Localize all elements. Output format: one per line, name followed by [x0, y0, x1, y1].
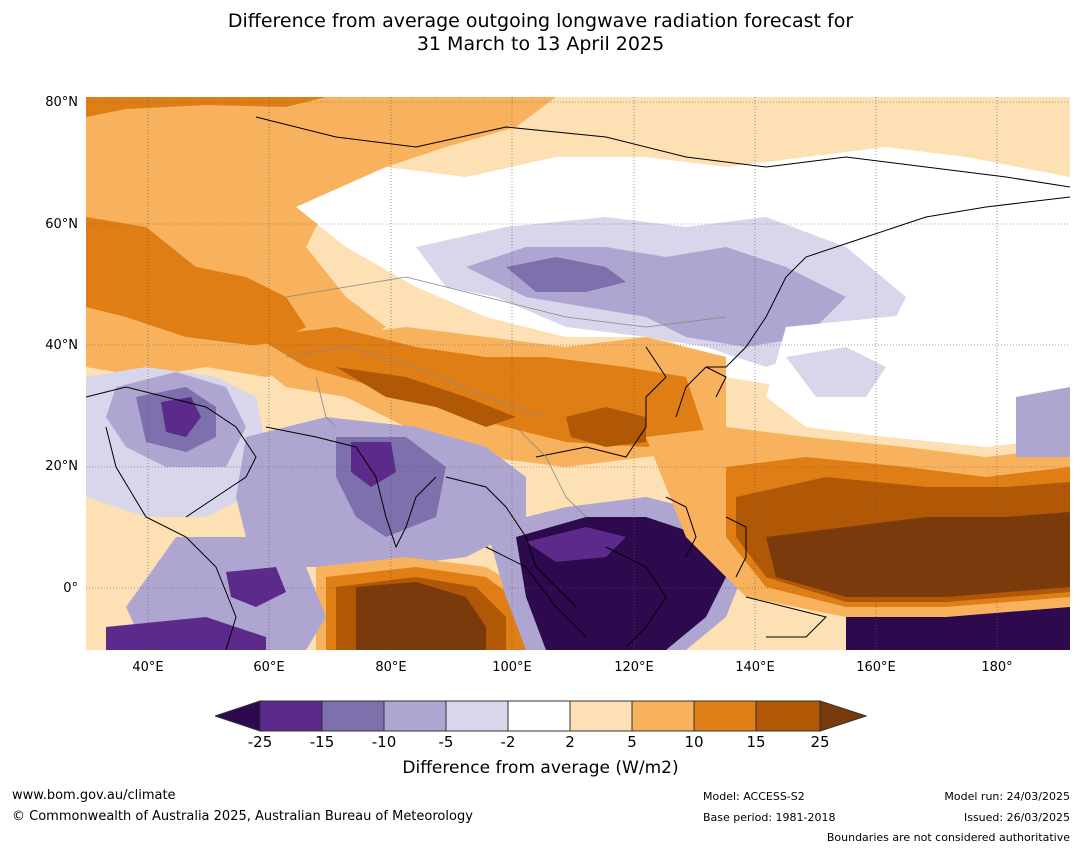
copyright-text: © Commonwealth of Australia 2025, Austra…: [12, 809, 473, 824]
anomaly-maritime-neg-15: [526, 527, 626, 562]
lon-label-80e: 80°E: [375, 660, 407, 675]
anomaly-sw-indian-ocean-neg-25: [106, 617, 266, 650]
olr-anomaly-map: [86, 97, 1070, 650]
colorbar-tick: 15: [746, 733, 766, 751]
base-period-text: Base period: 1981-2018: [703, 811, 836, 824]
colorbar-extend-high: [819, 700, 867, 732]
anomaly-w-indian-ocean-neg-15: [226, 567, 286, 607]
issued-text: Issued: 26/03/2025: [963, 811, 1070, 824]
colorbar-bin-4: [445, 700, 509, 732]
anomaly-south-china-15-25: [566, 407, 646, 447]
colorbar-bin-7: [631, 700, 695, 732]
anomaly-caspian-10-15: [86, 217, 306, 347]
anomaly-n-pacific-neutral: [766, 297, 1070, 447]
lon-label-60e: 60°E: [253, 660, 285, 675]
chart-title: Difference from average outgoing longwav…: [0, 10, 1081, 56]
website-link[interactable]: www.bom.gov.au/climate: [12, 788, 176, 803]
colorbar-bin-5: [507, 700, 571, 732]
lon-label-180: 180°: [981, 660, 1013, 675]
lon-label-160e: 160°E: [856, 660, 896, 675]
anomaly-mongolia-neg-10-15: [506, 257, 626, 292]
anomaly-tibet-15-25: [336, 367, 516, 427]
colorbar-tick: 2: [565, 733, 575, 751]
colorbar-bin-1: [259, 700, 323, 732]
lon-label-140e: 140°E: [735, 660, 775, 675]
colorbar-tick: -2: [500, 733, 516, 751]
lat-label-20n: 20°N: [45, 459, 78, 474]
anomaly-n-pacific-neg-2: [786, 347, 886, 397]
colorbar-tick: 10: [684, 733, 704, 751]
title-line-1: Difference from average outgoing longwav…: [227, 10, 854, 32]
colorbar-label: Difference from average (W/m2): [402, 758, 679, 778]
colorbar-tick: -25: [247, 733, 273, 751]
lon-label-40e: 40°E: [132, 660, 164, 675]
colorbar-tick: 5: [627, 733, 637, 751]
lat-label-0: 0°: [63, 581, 78, 596]
colorbar-extend-low: [215, 700, 261, 732]
anomaly-w-pacific-ge-25: [766, 512, 1070, 597]
colorbar-tick: -15: [309, 733, 335, 751]
colorbar: [215, 700, 867, 732]
graticule: [86, 97, 1070, 650]
anomaly-arabia-neg-15-25: [161, 397, 201, 437]
lat-label-60n: 60°N: [45, 217, 78, 232]
colorbar-bin-8: [693, 700, 757, 732]
colorbar-bin-3: [383, 700, 447, 732]
anomaly-india-neg-15-25: [351, 442, 396, 487]
colorbar-bin-2: [321, 700, 385, 732]
lon-label-120e: 120°E: [614, 660, 654, 675]
title-line-2: 31 March to 13 April 2025: [416, 33, 665, 55]
colorbar-tick: -5: [438, 733, 454, 751]
disclaimer-text: Boundaries are not considered authoritat…: [826, 831, 1070, 844]
country-borders: [285, 276, 727, 518]
model-run-text: Model run: 24/03/2025: [944, 790, 1070, 803]
lon-label-100e: 100°E: [492, 660, 532, 675]
colorbar-bin-6: [569, 700, 633, 732]
lat-label-40n: 40°N: [45, 338, 78, 353]
anomaly-indian-ocean-ge-25: [356, 582, 486, 650]
colorbar-tick: -10: [371, 733, 397, 751]
anomaly-ne-pacific-neg: [1016, 387, 1070, 457]
colorbar-bin-9: [755, 700, 821, 732]
colorbar-tick: 25: [810, 733, 830, 751]
coastlines: [86, 116, 1070, 650]
lat-label-80n: 80°N: [45, 95, 78, 110]
model-text: Model: ACCESS-S2: [703, 790, 805, 803]
map-canvas: [86, 97, 1070, 650]
